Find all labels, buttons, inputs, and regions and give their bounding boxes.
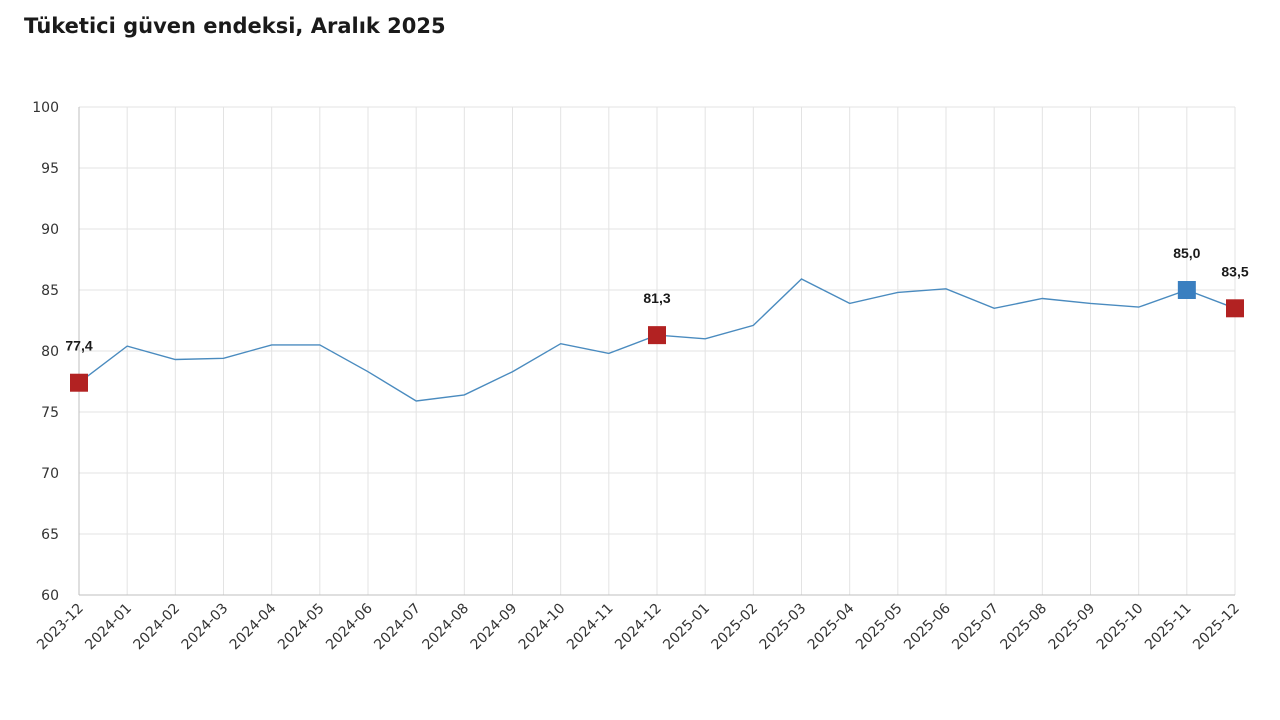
x-tick-label: 2024-04 [227, 600, 280, 653]
data-marker [70, 373, 88, 392]
x-tick-label: 2024-11 [564, 601, 617, 654]
data-marker [1177, 281, 1196, 299]
x-tick-label: 2024-03 [179, 601, 232, 654]
data-marker [648, 326, 666, 345]
x-tick-label: 2024-12 [612, 601, 665, 654]
x-tick-label: 2025-10 [1094, 601, 1147, 654]
data-label: 81,3 [643, 290, 670, 306]
data-label: 83,5 [1221, 263, 1248, 279]
x-tick-label: 2025-01 [660, 601, 713, 654]
x-tick-label: 2025-07 [949, 601, 1002, 654]
markers: 77,4 81,3 85,0 83,5 [65, 245, 1249, 392]
x-tick-label: 2025-02 [708, 601, 761, 654]
x-tick-label: 2024-02 [130, 601, 183, 654]
data-label: 85,0 [1173, 245, 1200, 261]
x-tick-label: 2025-08 [997, 601, 1050, 654]
x-tick-label: 2025-11 [1142, 601, 1195, 654]
x-tick-label: 2024-05 [275, 601, 328, 654]
y-tick-label: 100 [32, 100, 59, 116]
axes: 60 65 70 75 80 85 90 95 100 2023-122024-012024-02… [32, 100, 1243, 653]
y-tick-label: 60 [41, 588, 59, 604]
x-tick-label: 2025-09 [1046, 601, 1099, 654]
x-tick-label: 2024-06 [323, 600, 376, 653]
x-tick-label: 2023-12 [34, 601, 87, 654]
y-tick-label: 70 [41, 466, 59, 482]
y-tick-label: 85 [41, 283, 59, 299]
y-tick-label: 95 [41, 161, 59, 177]
x-tick-label: 2025-05 [853, 601, 906, 654]
x-tick-label: 2024-09 [468, 601, 521, 654]
x-tick-label: 2025-03 [757, 601, 810, 654]
y-tick-label: 65 [41, 527, 59, 543]
x-tick-label: 2024-08 [419, 601, 472, 654]
x-tick-label: 2025-12 [1190, 601, 1243, 654]
x-tick-label: 2024-01 [82, 601, 135, 654]
grid [78, 106, 1236, 596]
y-tick-label: 90 [41, 222, 59, 238]
chart-title: Tüketici güven endeksi, Aralık 2025 [24, 14, 446, 38]
x-tick-label: 2024-07 [371, 601, 424, 654]
y-tick-label: 75 [41, 405, 59, 421]
data-marker [1226, 299, 1244, 318]
x-tick-label: 2025-04 [805, 600, 858, 653]
x-tick-label: 2024-10 [516, 601, 569, 654]
y-tick-label: 80 [41, 344, 59, 360]
data-label: 77,4 [65, 338, 92, 354]
x-tick-label: 2025-06 [901, 600, 954, 653]
